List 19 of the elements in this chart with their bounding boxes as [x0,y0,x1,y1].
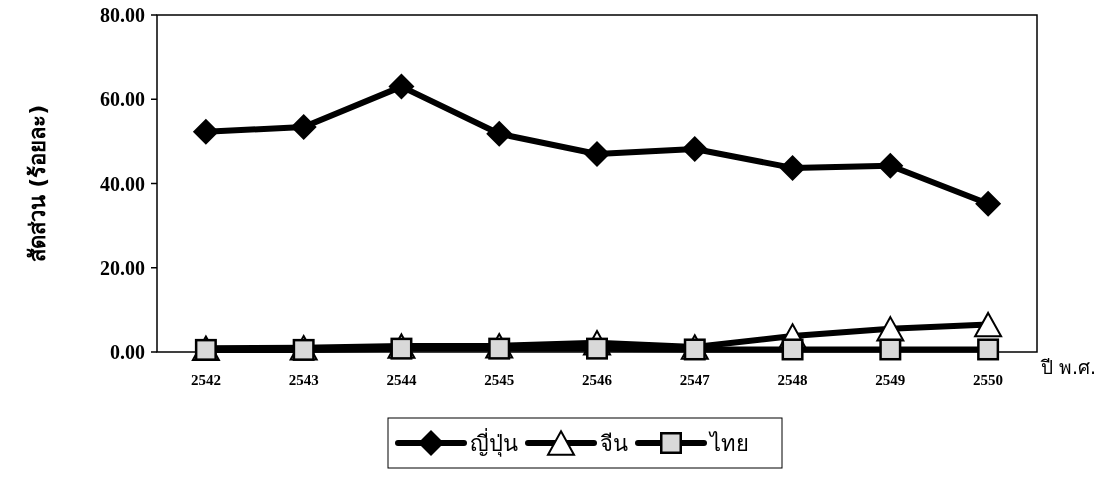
x-tick-label: 2547 [679,372,711,388]
y-axis-title: สัดส่วน (ร้อยละ) [25,104,50,263]
x-tick-label: 2544 [386,372,417,388]
y-tick-label: 0.00 [110,341,145,363]
x-tick-label: 2549 [875,372,906,388]
x-tick-label: 2550 [973,372,1004,388]
x-tick-label: 2545 [484,372,515,388]
legend-label: จีน [600,431,628,456]
legend-label: ไทย [708,431,749,456]
legend-label: ญี่ปุ่น [470,428,518,457]
x-tick-label: 2542 [190,372,221,388]
y-tick-label: 20.00 [100,256,145,279]
x-tick-label: 2546 [582,372,613,388]
y-tick-label: 40.00 [100,172,145,195]
y-tick-label: 80.00 [100,4,145,26]
x-tick-label: 2543 [288,372,319,388]
y-tick-label: 60.00 [100,88,145,111]
x-tick-label: 2548 [777,372,808,388]
x-axis-title: ปี พ.ศ. [1040,356,1097,378]
